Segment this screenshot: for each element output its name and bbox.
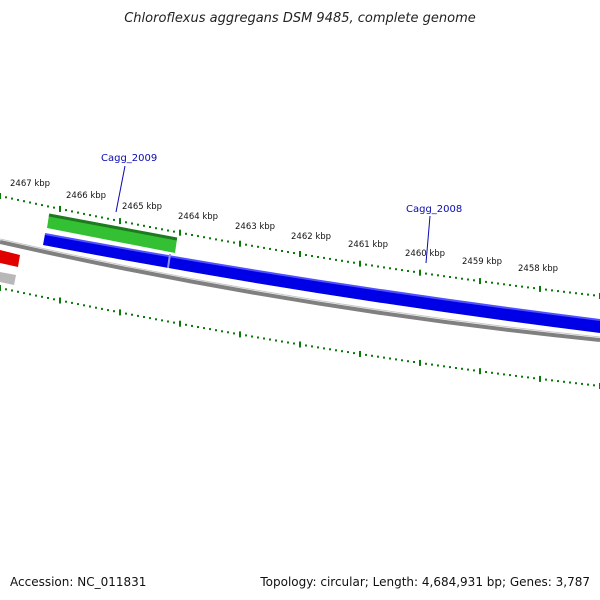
kbp-label: 2462 kbp xyxy=(291,232,331,242)
upper-tick-track xyxy=(0,193,600,299)
kbp-label-group: 2467 kbp 2466 kbp 2465 kbp 2464 kbp 2463… xyxy=(10,179,558,274)
gene-label-cagg-2009[interactable]: Cagg_2009 xyxy=(101,153,157,164)
kbp-label: 2460 kbp xyxy=(405,249,445,259)
gene-feature-cagg-2009[interactable] xyxy=(47,215,177,253)
kbp-label: 2463 kbp xyxy=(235,222,275,232)
red-feature[interactable] xyxy=(0,250,20,267)
kbp-label: 2458 kbp xyxy=(518,264,558,274)
kbp-label: 2464 kbp xyxy=(178,212,218,222)
cagg-2008-leader xyxy=(425,215,431,264)
gray-feature[interactable] xyxy=(0,272,16,285)
topology-text: Topology: circular; Length: 4,684,931 bp… xyxy=(259,575,590,589)
cagg-2009-leader xyxy=(115,165,126,213)
kbp-label: 2461 kbp xyxy=(348,240,388,250)
gene-label-cagg-2008[interactable]: Cagg_2008 xyxy=(406,204,462,215)
accession-text: Accession: NC_011831 xyxy=(10,575,146,589)
kbp-label: 2466 kbp xyxy=(66,191,106,201)
kbp-label: 2459 kbp xyxy=(462,257,502,267)
kbp-label: 2465 kbp xyxy=(122,202,162,212)
lower-tick-track xyxy=(0,285,600,389)
genome-title: Chloroflexus aggregans DSM 9485, complet… xyxy=(124,11,476,26)
kbp-label: 2467 kbp xyxy=(10,179,50,189)
genome-backbone xyxy=(0,240,600,342)
